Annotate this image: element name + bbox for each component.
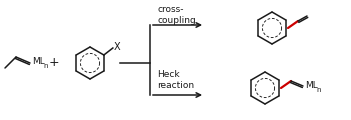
Text: ML: ML — [305, 81, 318, 90]
Text: Heck
reaction: Heck reaction — [157, 70, 194, 90]
Text: X: X — [114, 42, 120, 52]
Text: +: + — [49, 57, 59, 69]
Text: ML: ML — [32, 57, 45, 66]
Text: n: n — [43, 63, 47, 69]
Text: n: n — [316, 87, 320, 93]
Text: cross-
coupling: cross- coupling — [157, 5, 196, 25]
